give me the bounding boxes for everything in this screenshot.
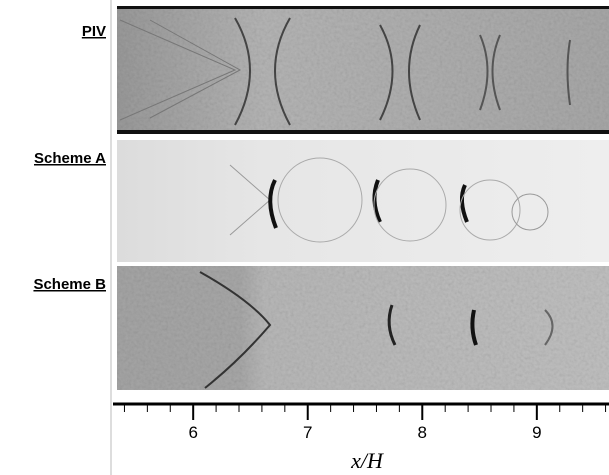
page: {"chart_data": {"type": "image-panels", …	[0, 0, 609, 475]
panel-label: PIV	[82, 23, 106, 40]
figure: PIV Scheme A Scheme B x/H 6 7 8 9	[0, 0, 609, 475]
panel-label: Scheme A	[34, 150, 106, 167]
piv-panel	[117, 6, 609, 134]
x-axis-label: x/H	[350, 448, 384, 473]
scheme-b-panel	[117, 266, 609, 390]
ticks: 6 7 8 9	[124, 404, 605, 442]
scheme-a-panel	[117, 140, 609, 262]
x-tick-label: 6	[188, 423, 197, 442]
x-tick-label: 8	[418, 423, 427, 442]
x-tick-label: 7	[303, 423, 312, 442]
panel-label: Scheme B	[33, 276, 106, 293]
x-tick-label: 9	[532, 423, 541, 442]
